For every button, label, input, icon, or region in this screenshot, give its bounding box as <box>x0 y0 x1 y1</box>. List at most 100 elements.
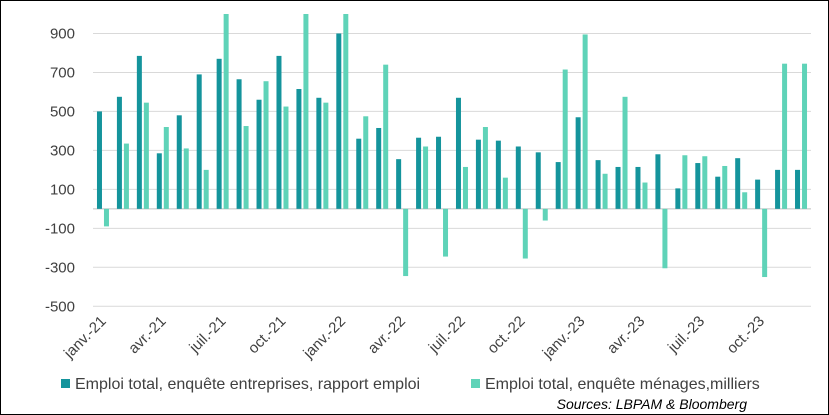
bar-households-avr.-23 <box>642 182 648 209</box>
legend-label: Emploi total, enquête ménages,milliers <box>485 376 760 393</box>
bar-households-déc.-23 <box>802 63 808 209</box>
y-tick-label: -500 <box>45 298 75 315</box>
x-tick-label: avr.-22 <box>365 313 409 357</box>
bar-enterprises-juil.-21 <box>216 58 222 209</box>
source-note: Sources: LBPAM & Bloomberg <box>557 396 748 412</box>
bar-households-déc.-21 <box>323 102 329 209</box>
bar-enterprises-avr.-22 <box>396 159 402 209</box>
bars <box>96 14 808 278</box>
bar-households-juin-23 <box>682 155 688 209</box>
bar-households-sept.-23 <box>742 192 748 209</box>
bar-enterprises-juin-22 <box>436 136 442 209</box>
bar-enterprises-oct.-21 <box>276 55 282 209</box>
bar-households-févr.-21 <box>123 143 129 209</box>
bar-enterprises-déc.-21 <box>316 97 322 209</box>
bar-households-août-21 <box>243 126 249 209</box>
bar-enterprises-sept.-21 <box>256 99 262 209</box>
bar-households-janv.-23 <box>582 34 588 209</box>
bar-enterprises-juil.-23 <box>695 163 701 209</box>
x-tick-label: oct.-21 <box>245 313 289 357</box>
bar-households-févr.-22 <box>363 116 369 209</box>
bar-enterprises-févr.-21 <box>116 96 122 209</box>
bar-enterprises-mai-21 <box>176 115 182 209</box>
x-tick-label: oct.-23 <box>724 313 768 357</box>
bar-enterprises-sept.-22 <box>495 140 501 209</box>
bar-enterprises-nov.-21 <box>296 89 302 209</box>
x-tick-label: juil.-22 <box>425 313 469 357</box>
bar-households-août-23 <box>722 165 728 209</box>
bar-enterprises-juin-21 <box>196 74 202 209</box>
legend-swatch <box>471 379 480 388</box>
bar-households-juil.-21 <box>223 14 229 209</box>
bar-households-oct.-21 <box>283 106 289 209</box>
bar-households-mars-21 <box>143 102 149 209</box>
bar-households-févr.-23 <box>602 173 608 209</box>
bar-enterprises-nov.-22 <box>535 152 541 209</box>
y-tick-label: 100 <box>50 181 75 198</box>
bar-enterprises-févr.-22 <box>356 138 362 209</box>
bar-households-août-22 <box>482 127 488 209</box>
x-tick-label: juil.-23 <box>664 313 708 357</box>
bar-enterprises-janv.-23 <box>575 117 581 209</box>
bar-households-déc.-22 <box>562 69 568 209</box>
bar-enterprises-mai-22 <box>416 137 422 209</box>
bar-households-juil.-22 <box>462 166 468 209</box>
bar-enterprises-juin-23 <box>675 188 681 209</box>
bar-enterprises-nov.-23 <box>775 169 781 209</box>
bar-households-juin-22 <box>443 208 449 257</box>
bar-households-avr.-22 <box>403 208 409 277</box>
bar-households-juil.-23 <box>702 156 708 209</box>
bar-enterprises-mai-23 <box>655 154 661 209</box>
bar-households-mai-23 <box>662 208 668 269</box>
bar-households-janv.-21 <box>103 208 109 227</box>
y-tick-label: 700 <box>50 64 75 81</box>
bar-households-mars-22 <box>383 64 389 209</box>
y-axis: -500 -300 -100 100 300 500 700 900 <box>45 25 75 315</box>
legend-swatch <box>61 379 70 388</box>
bar-households-mai-22 <box>423 146 429 209</box>
x-tick-label: avr.-23 <box>604 313 648 357</box>
bar-enterprises-déc.-23 <box>795 169 801 209</box>
bar-enterprises-mars-22 <box>376 127 382 209</box>
bar-households-mars-23 <box>622 96 628 209</box>
x-axis: janv.-21 avr.-21 juil.-21 oct.-21 janv.-22 av… <box>60 313 768 363</box>
x-tick-label: janv.-23 <box>539 313 589 363</box>
bar-enterprises-août-21 <box>236 79 242 209</box>
x-tick-label: janv.-22 <box>299 313 349 363</box>
bar-households-janv.-22 <box>343 14 349 209</box>
bar-households-juin-21 <box>203 169 209 209</box>
y-tick-label: -300 <box>45 259 75 276</box>
bar-enterprises-août-23 <box>715 176 721 209</box>
bar-enterprises-avr.-21 <box>156 153 162 209</box>
bar-enterprises-oct.-23 <box>755 179 761 209</box>
bar-enterprises-déc.-22 <box>555 162 561 209</box>
bar-households-sept.-22 <box>502 177 508 209</box>
bar-households-nov.-22 <box>542 208 548 221</box>
bar-households-sept.-21 <box>263 81 269 209</box>
legend: Emploi total, enquête entreprises, rappo… <box>61 376 760 393</box>
bar-enterprises-janv.-22 <box>336 33 342 209</box>
bar-households-avr.-21 <box>163 127 169 209</box>
bar-enterprises-mars-21 <box>136 55 142 209</box>
bar-households-mai-21 <box>183 148 189 209</box>
bar-enterprises-juil.-22 <box>455 97 461 209</box>
bar-enterprises-avr.-23 <box>635 166 641 209</box>
bar-households-oct.-22 <box>522 208 528 259</box>
x-tick-label: oct.-22 <box>484 313 528 357</box>
x-tick-label: avr.-21 <box>125 313 169 357</box>
bar-enterprises-août-22 <box>475 139 481 209</box>
legend-label: Emploi total, enquête entreprises, rappo… <box>75 376 420 393</box>
bar-households-nov.-21 <box>303 14 309 209</box>
x-tick-label: janv.-21 <box>60 313 110 363</box>
bar-households-nov.-23 <box>782 63 788 209</box>
bar-households-oct.-23 <box>762 208 768 278</box>
bar-enterprises-oct.-22 <box>515 146 521 209</box>
y-tick-label: 300 <box>50 142 75 159</box>
bar-enterprises-févr.-23 <box>595 160 601 209</box>
y-tick-label: -100 <box>45 220 75 237</box>
y-tick-label: 500 <box>50 103 75 120</box>
bar-enterprises-mars-23 <box>615 166 621 209</box>
bar-enterprises-sept.-23 <box>735 158 741 209</box>
gridlines <box>93 32 811 307</box>
x-tick-label: juil.-21 <box>185 313 229 357</box>
